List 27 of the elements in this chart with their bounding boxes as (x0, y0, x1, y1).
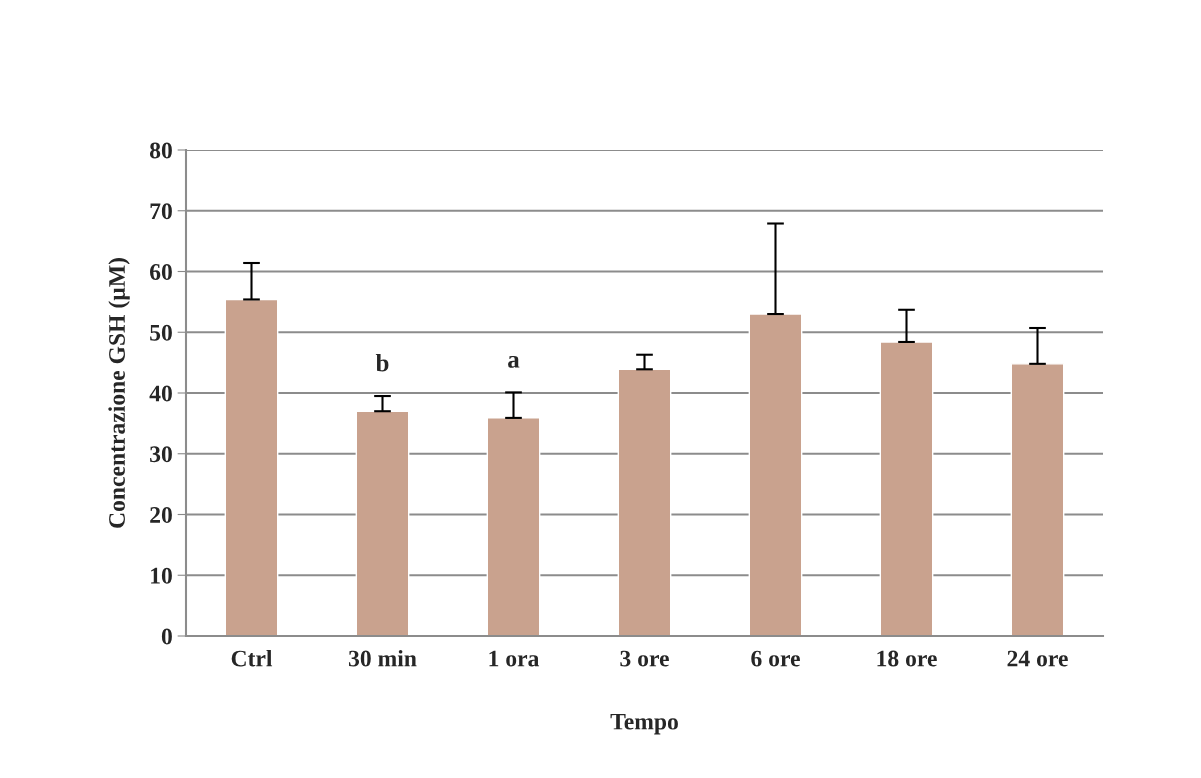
bar (617, 368, 672, 636)
y-tick-label: 10 (151, 567, 172, 584)
y-tick-label: 50 (150, 324, 172, 341)
x-tick-label: 24 ore (1007, 650, 1068, 667)
y-tick-label: 0 (161, 628, 172, 645)
bar (1010, 363, 1065, 636)
x-tick-label: 30 min (348, 649, 417, 667)
y-tick-label: 70 (150, 203, 172, 220)
y-tick-label: 40 (149, 385, 172, 402)
x-tick-label: 3 ore (620, 650, 669, 667)
y-tick-label: 20 (150, 506, 172, 523)
y-axis-title: Concentrazione GSH (µM) (108, 258, 130, 528)
x-tick-label: 18 ore (877, 650, 937, 667)
bar (486, 417, 541, 636)
y-tick-label: 30 (150, 446, 172, 463)
x-tick-label: 1 ora (489, 650, 540, 667)
x-tick-label: 6 ore (751, 650, 800, 667)
data-label: b (375, 353, 389, 372)
bar (879, 341, 934, 636)
x-tick-label: Ctrl (231, 649, 273, 667)
bar (355, 410, 410, 636)
data-label: a (508, 355, 520, 368)
bar (224, 298, 279, 636)
bar (748, 313, 803, 636)
x-axis-title: Tempo (610, 713, 678, 735)
y-tick-label: 60 (150, 263, 172, 280)
y-tick-label: 80 (149, 142, 172, 159)
